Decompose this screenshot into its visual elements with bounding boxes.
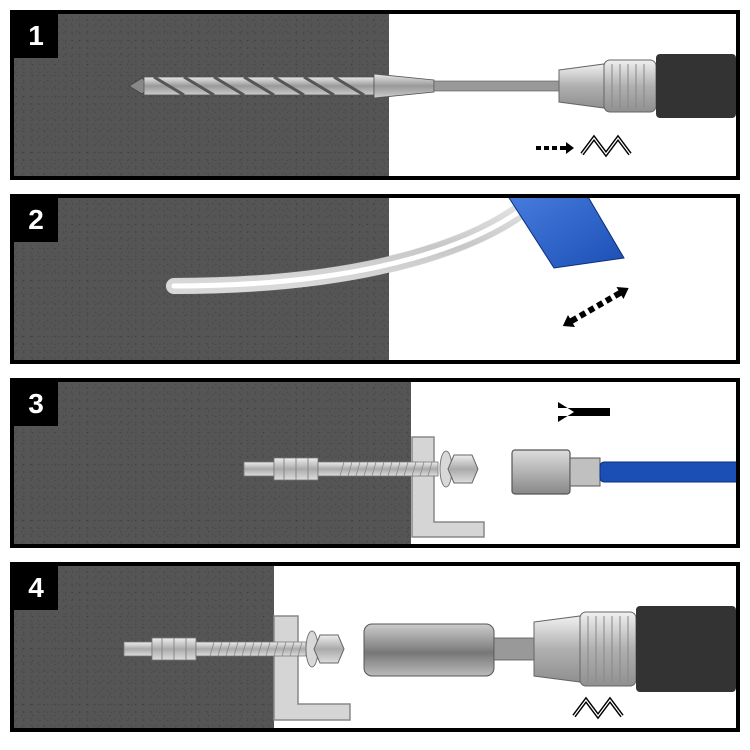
step-number-label: 2 [28,204,44,236]
anchor-bolt-icon [124,631,344,667]
step-panel-2: 2 [10,194,740,364]
step-2-illustration [14,198,736,360]
air-blower-icon [174,198,624,286]
step-1-illustration [14,14,736,176]
motion-hammer-rotate-icon [536,138,630,154]
anchor-bolt-icon [244,451,478,487]
step-panel-3: 3 [10,378,740,548]
step-3-illustration [14,382,736,544]
step-number-label: 4 [28,572,44,604]
socket-icon [364,624,534,676]
motion-in-out-icon [559,282,632,332]
motion-push-left-icon [558,402,610,422]
step-number-badge: 2 [14,198,58,242]
step-panel-1: 1 [10,10,740,180]
step-number-label: 3 [28,388,44,420]
drill-chuck-icon [534,606,736,692]
drill-bit-icon [129,74,564,98]
step-number-label: 1 [28,20,44,52]
motion-rotate-icon [574,700,622,716]
step-number-badge: 4 [14,566,58,610]
step-panel-4: 4 [10,562,740,732]
step-4-illustration [14,566,736,728]
drill-chuck-icon [559,54,736,118]
step-number-badge: 1 [14,14,58,58]
step-number-badge: 3 [14,382,58,426]
hammer-icon [512,450,736,494]
